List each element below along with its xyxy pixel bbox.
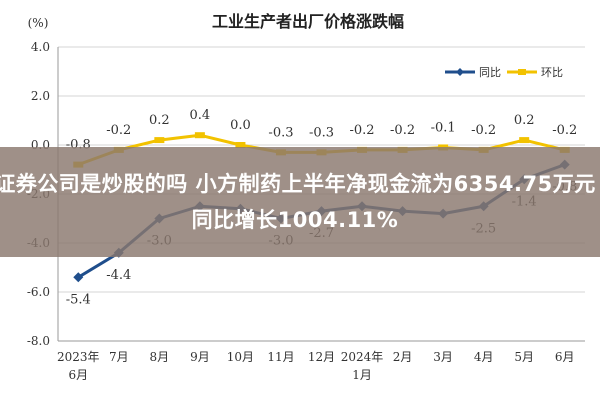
x-tick-label: 8月: [150, 350, 170, 364]
data-label: 0.2: [514, 113, 535, 128]
banner-headline: 证券公司是炒股的吗 小方制药上半年净现金流为6354.75万元同比增长1004.…: [0, 172, 596, 232]
data-label: 0.4: [190, 108, 211, 123]
x-tick-label: 3月: [433, 350, 453, 364]
series-point-0: [73, 272, 84, 283]
legend: 同比 环比: [445, 66, 563, 79]
y-axis-unit: (%): [28, 16, 49, 30]
series-point-1: [235, 142, 246, 148]
x-tick-label: 4月: [474, 350, 494, 364]
x-tick-label: 10月: [227, 350, 254, 364]
data-label: -0.3: [309, 125, 334, 140]
x-tick-label: 11月: [267, 350, 294, 364]
overlay-banner: 证券公司是炒股的吗 小方制药上半年净现金流为6354.75万元同比增长1004.…: [0, 147, 600, 257]
data-label: -0.3: [268, 125, 293, 140]
x-tick-label: 6月: [68, 368, 88, 382]
x-tick-label: 2月: [393, 350, 413, 364]
x-tick-label: 2023年: [57, 350, 100, 364]
y-tick-label: 4.0: [31, 40, 50, 54]
x-tick-label: 1月: [352, 368, 372, 382]
data-label: -0.2: [390, 123, 415, 138]
x-tick-label: 12月: [308, 350, 335, 364]
x-tick-label: 2024年: [341, 350, 384, 364]
x-tick-label: 7月: [109, 350, 129, 364]
data-label: -0.1: [431, 120, 456, 135]
data-label: -0.2: [552, 123, 577, 138]
legend-marker-1: [518, 69, 526, 75]
legend-label-1: 环比: [541, 66, 563, 79]
series-point-1: [519, 137, 530, 144]
data-label: -0.2: [106, 123, 131, 138]
data-label: 0.0: [230, 118, 251, 133]
x-tick-label: 5月: [514, 350, 534, 364]
y-tick-label: 2.0: [31, 89, 50, 103]
legend-marker-0: [456, 68, 464, 76]
y-tick-label: -8.0: [27, 334, 50, 348]
x-tick-label: 6月: [555, 350, 575, 364]
data-label: -4.4: [106, 268, 131, 283]
legend-label-0: 同比: [479, 66, 501, 79]
y-tick-label: -6.0: [27, 285, 50, 299]
chart-title: 工业生产者出厂价格涨跌幅: [212, 12, 404, 31]
series-point-1: [154, 137, 165, 144]
x-tick-label: 9月: [190, 350, 210, 364]
data-label: -0.2: [349, 123, 374, 138]
data-label: -5.4: [66, 292, 91, 307]
data-label: 0.2: [149, 113, 170, 128]
grid-lines: [57, 46, 585, 342]
series-point-1: [194, 132, 205, 139]
x-tick-labels: 2023年 6月 7月 8月 9月 10月 11月 12月 2024年 1月 2月 3月 4月 5月 6月: [57, 350, 575, 382]
data-label: -0.2: [471, 123, 496, 138]
